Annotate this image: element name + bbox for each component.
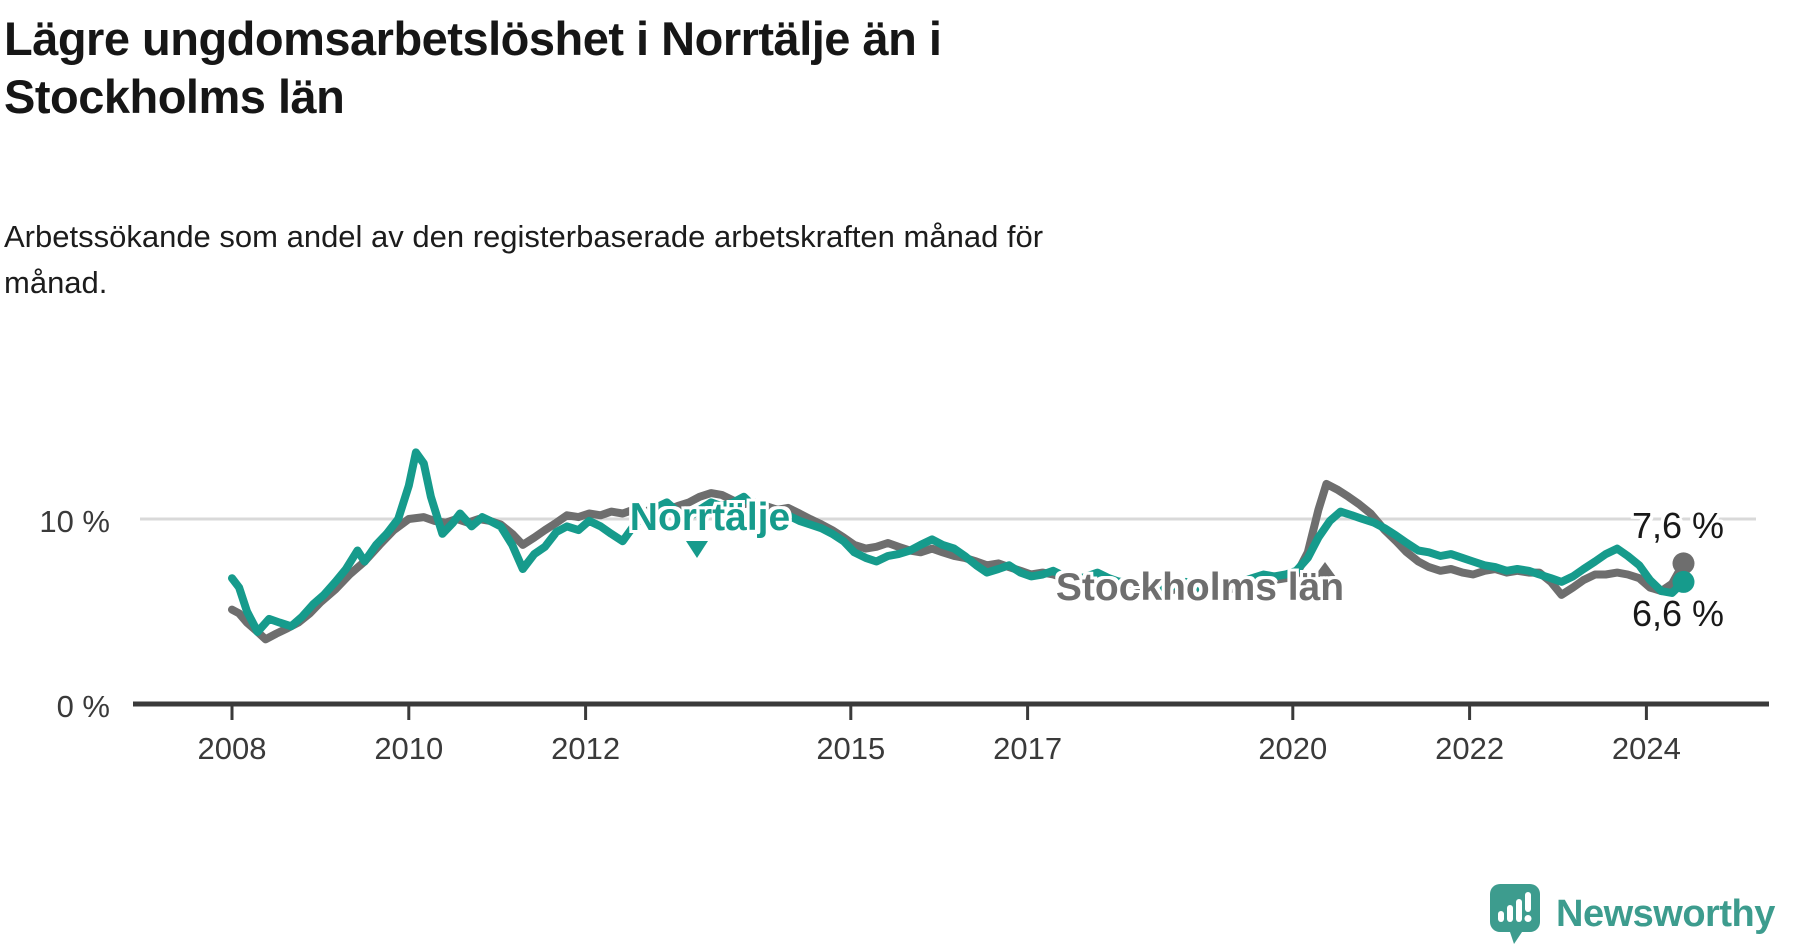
- x-tick-label-2020: 2020: [1258, 731, 1328, 766]
- end-value-label-stockholm: 7,6 %: [1632, 505, 1725, 546]
- page-title: Lägre ungdomsarbetslöshet i Norrtälje än…: [4, 10, 1404, 126]
- subtitle-line-1: Arbetssökande som andel av den registerb…: [4, 219, 1044, 254]
- series-label-norrtalje: Norrtälje: [629, 496, 791, 539]
- y-tick-label-0: 0 %: [56, 689, 110, 724]
- x-tick-label-2012: 2012: [551, 731, 621, 766]
- y-tick-label-10: 10 %: [39, 504, 110, 539]
- x-tick-label-2008: 2008: [197, 731, 267, 766]
- subtitle-line-2: månad.: [4, 265, 108, 300]
- end-dot-stockholm: [1672, 552, 1695, 575]
- newsworthy-logo-text: Newsworthy: [1556, 892, 1775, 935]
- x-tick-label-2010: 2010: [374, 731, 444, 766]
- end-value-label-norrtalje: 6,6 %: [1632, 593, 1725, 634]
- chart-subtitle: Arbetssökande som andel av den registerb…: [4, 214, 1504, 306]
- newsworthy-branding: Newsworthy: [1490, 884, 1775, 944]
- x-tick-label-2022: 2022: [1435, 731, 1505, 766]
- x-tick-label-2017: 2017: [993, 731, 1063, 766]
- title-line-2: Stockholms län: [4, 70, 345, 123]
- end-dot-norrtalje: [1672, 570, 1695, 593]
- title-line-1: Lägre ungdomsarbetslöshet i Norrtälje än…: [4, 12, 942, 65]
- x-tick-label-2024: 2024: [1611, 731, 1681, 766]
- stockholm-pointer-up-icon: [1314, 562, 1336, 577]
- newsworthy-speech-bubble-chart-icon: [1490, 884, 1540, 944]
- series-line-norrtalje: [228, 448, 1688, 636]
- series-label-stockholm: Stockholms län: [1055, 566, 1345, 609]
- x-tick-label-2015: 2015: [816, 731, 886, 766]
- norrtalje-pointer-down-icon: [686, 541, 708, 558]
